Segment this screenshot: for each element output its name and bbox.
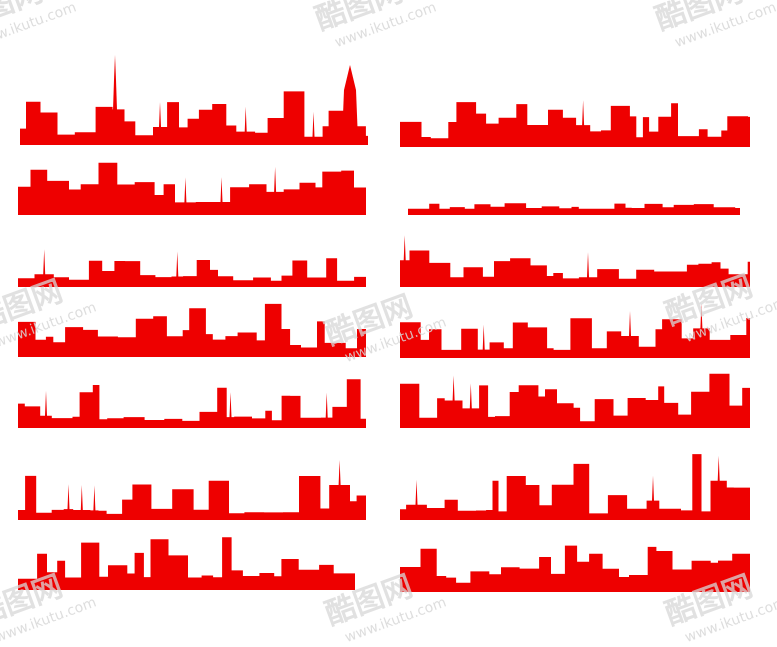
skyline	[400, 235, 750, 287]
skyline	[18, 537, 355, 590]
skyline	[400, 303, 750, 358]
skyline	[400, 100, 750, 147]
skyline	[400, 454, 750, 520]
skyline	[400, 545, 750, 592]
skylines	[18, 55, 750, 592]
tower	[112, 55, 118, 140]
skyline	[408, 203, 740, 215]
skyline	[400, 373, 750, 428]
skyline	[18, 162, 366, 215]
skyline	[18, 379, 366, 428]
skyline	[20, 91, 368, 145]
tower	[342, 65, 358, 140]
skyline	[18, 460, 366, 520]
skyline	[18, 303, 366, 357]
skyline	[18, 249, 366, 287]
